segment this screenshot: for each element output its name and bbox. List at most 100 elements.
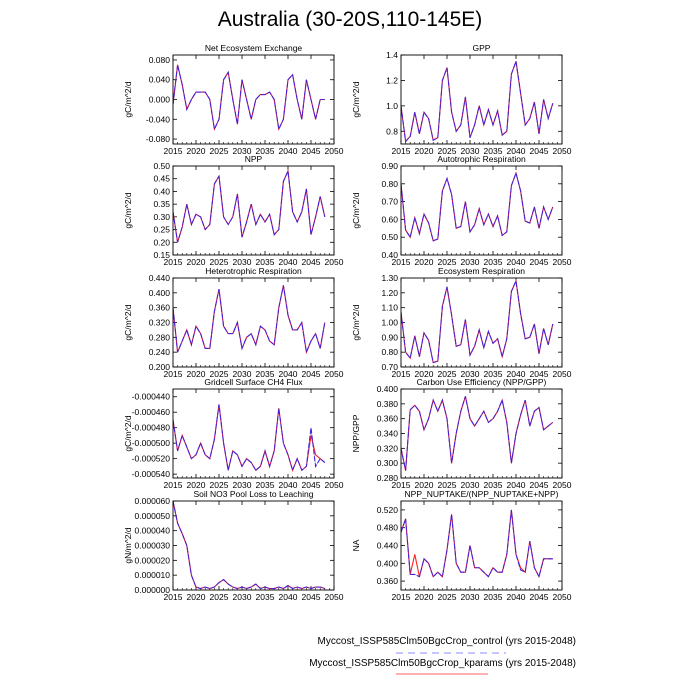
x-tick-label: 2020 [187,592,206,602]
x-tick-label: 2040 [279,592,298,602]
plot-frame [172,277,335,368]
y-tick-label: 0.90 [381,332,398,342]
series-line-control [401,61,554,143]
y-tick-label: 0.520 [377,505,399,515]
series-line-kparams [173,169,326,243]
x-tick-label: 2040 [279,369,298,379]
y-tick-label: 0.80 [381,179,398,189]
x-tick-label: 2030 [461,480,480,490]
x-tick-label: 2015 [392,480,411,490]
x-tick-label: 2030 [233,369,252,379]
panel-autotrophic-respiration: Autotrophic Respiration gC/m^2/d 2015 2020 2… [351,154,572,267]
y-tick-label: 0.000030 [135,541,171,551]
panel-gpp: GPP gC/m^2/d 2015 2020 2025 2030 2035 2040 2045 2… [351,43,572,156]
x-tick-label: 2045 [302,480,321,490]
series-line-overlap [401,279,554,363]
x-tick-label: 2015 [392,592,411,602]
y-tick-label: 0.30 [153,212,170,222]
series-line-overlap [401,396,553,471]
y-tick-label: 0.360 [149,303,171,313]
y-tick-label: 0.300 [377,458,399,468]
x-tick-label: 2020 [415,257,434,267]
y-axis-label: gC/m^2/d [351,304,361,340]
y-axis-label: gC/m^2/d [123,81,133,117]
x-tick-label: 2015 [164,369,183,379]
series-line-control [173,169,326,243]
y-tick-label: 0.240 [149,347,171,357]
series-line-overlap [173,285,326,354]
y-axis-label: gC/m^2/d [123,415,133,451]
x-tick-label: 2050 [553,257,572,267]
panel-title: Autotrophic Respiration [437,154,526,164]
panel-title: Heterotrophic Respiration [205,266,302,276]
y-axis-label: gC/m^2/d [351,192,361,228]
x-tick-label: 2015 [392,369,411,379]
series-line-kparams [401,396,554,471]
x-tick-label: 2030 [461,146,480,156]
x-tick-label: 2015 [164,480,183,490]
x-tick-label: 2035 [256,257,275,267]
x-tick-label: 2040 [507,146,526,156]
y-axis-label: gC/m^2/d [123,192,133,228]
series-line-control [401,171,554,242]
y-tick-label: 0.320 [149,318,171,328]
series-line-overlap [401,509,553,578]
y-axis-label: NA [351,539,361,551]
y-tick-label: 1.0 [386,101,398,111]
figure-title: Australia (30-20S,110-145E) [217,8,483,31]
x-tick-label: 2030 [233,480,252,490]
plot-frame [172,165,335,256]
series-line-overlap [401,61,554,143]
x-tick-label: 2025 [438,257,457,267]
x-tick-label: 2050 [553,480,572,490]
y-tick-label: 1.10 [381,303,398,313]
panel-title: Ecosystem Respiration [438,266,525,276]
panel-title: NPP_NUPTAKE/(NPP_NUPTAKE+NPP) [405,489,559,499]
y-tick-label: 0.35 [153,199,170,209]
series-line-kparams [173,285,326,355]
x-tick-label: 2045 [302,592,321,602]
y-tick-label: 0.000060 [135,496,171,506]
y-tick-label: 0.360 [377,576,399,586]
x-tick-label: 2030 [233,592,252,602]
y-tick-label: 0.200 [149,362,171,372]
series-line-kparams [173,501,325,590]
x-tick-label: 2015 [164,257,183,267]
panel-title: Carbon Use Efficiency (NPP/GPP) [417,377,547,387]
x-tick-label: 2045 [530,480,549,490]
series-line-kparams [401,61,554,143]
panel-carbon-use-efficiency-npp-gpp: Carbon Use Efficiency (NPP/GPP) NPP/GPP 20… [351,377,572,490]
x-tick-label: 2035 [256,480,275,490]
x-tick-label: 2035 [484,369,503,379]
y-tick-label: 0.60 [381,214,398,224]
x-tick-label: 2020 [415,480,434,490]
y-tick-label: 0.280 [149,332,171,342]
panel-title: GPP [473,43,491,53]
x-tick-label: 2050 [553,369,572,379]
x-tick-label: 2045 [302,369,321,379]
x-tick-label: 2040 [507,480,526,490]
panel-title: Net Ecosystem Exchange [205,43,303,53]
x-tick-label: 2025 [210,257,229,267]
x-tick-label: 2045 [530,257,549,267]
legend-label-control: Myccost_ISSP585Clm50BgcCrop_control (yrs… [317,636,576,647]
y-axis-label: gC/m^2/d [351,81,361,117]
plot-frame [172,500,335,591]
series-line-control [401,396,554,471]
x-tick-label: 2040 [279,146,298,156]
x-tick-label: 2020 [415,369,434,379]
x-tick-label: 2045 [302,146,321,156]
y-tick-label: 0.080 [149,55,171,65]
series-line-control [173,64,325,132]
y-tick-label: 0.8 [386,126,398,136]
x-tick-label: 2050 [325,257,344,267]
y-tick-label: 0.000010 [135,570,171,580]
y-tick-label: 0.320 [377,443,399,453]
x-tick-label: 2030 [461,369,480,379]
y-tick-label: -0.040 [146,114,170,124]
x-tick-label: 2050 [325,369,344,379]
legend-swatch-control [396,652,506,654]
series-line-overlap [173,501,325,589]
y-tick-label: 0.25 [153,225,170,235]
